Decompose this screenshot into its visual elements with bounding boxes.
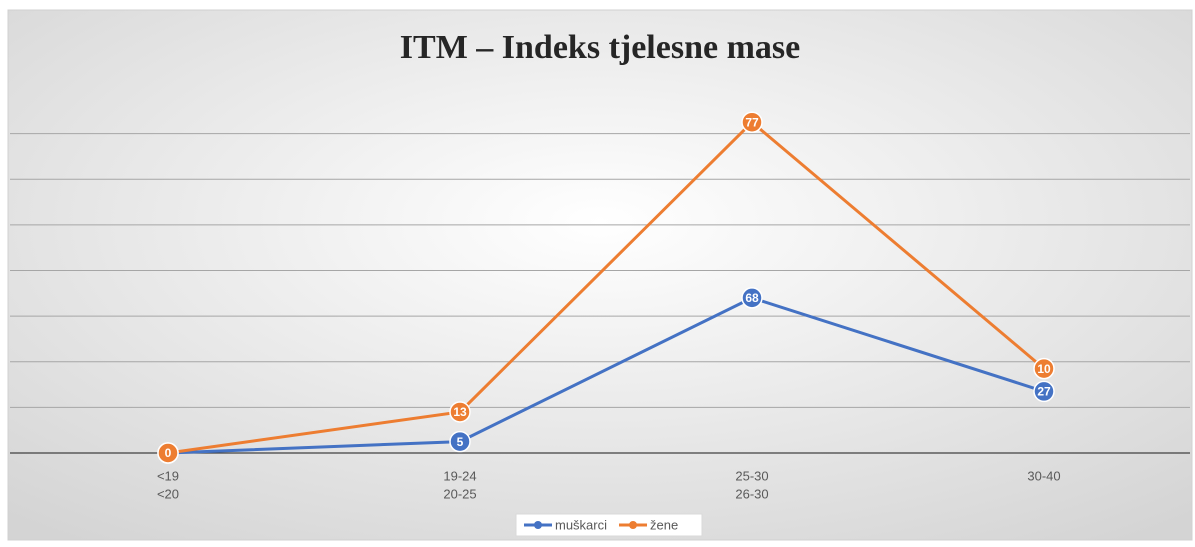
x-tick-label: 20-25: [443, 486, 476, 501]
data-point: [449, 430, 471, 453]
legend-label: žene: [650, 517, 678, 532]
chart-title: ITM – Indeks tjelesne mase: [400, 29, 800, 66]
data-point: [449, 401, 471, 423]
legend: muškarci žene: [515, 513, 703, 537]
data-point: [1033, 357, 1055, 380]
legend-marker: [534, 521, 542, 529]
x-tick-label: 19-24: [443, 468, 476, 483]
data-label: 77: [745, 115, 759, 129]
legend-label: muškarci: [555, 517, 607, 532]
series-line: [167, 120, 1045, 455]
data-label: 10: [1037, 362, 1051, 376]
data-point: [741, 287, 763, 309]
data-label: 0: [165, 446, 172, 460]
x-tick-label: 30-40: [1027, 468, 1060, 483]
data-label: 27: [1037, 385, 1051, 399]
x-tick-label: 25-30: [735, 468, 768, 483]
series-line: [167, 296, 1045, 455]
x-tick-label: <20: [157, 486, 179, 501]
data-label: 68: [745, 291, 759, 305]
x-tick-label: <19: [157, 468, 179, 483]
data-label: 13: [453, 405, 467, 419]
data-point: [157, 442, 179, 464]
data-label: 5: [457, 435, 464, 449]
x-tick-label: 26-30: [735, 486, 768, 501]
legend-box: [515, 513, 703, 537]
data-point: [741, 111, 763, 133]
legend-marker: [629, 521, 638, 529]
data-point: [1033, 380, 1055, 403]
